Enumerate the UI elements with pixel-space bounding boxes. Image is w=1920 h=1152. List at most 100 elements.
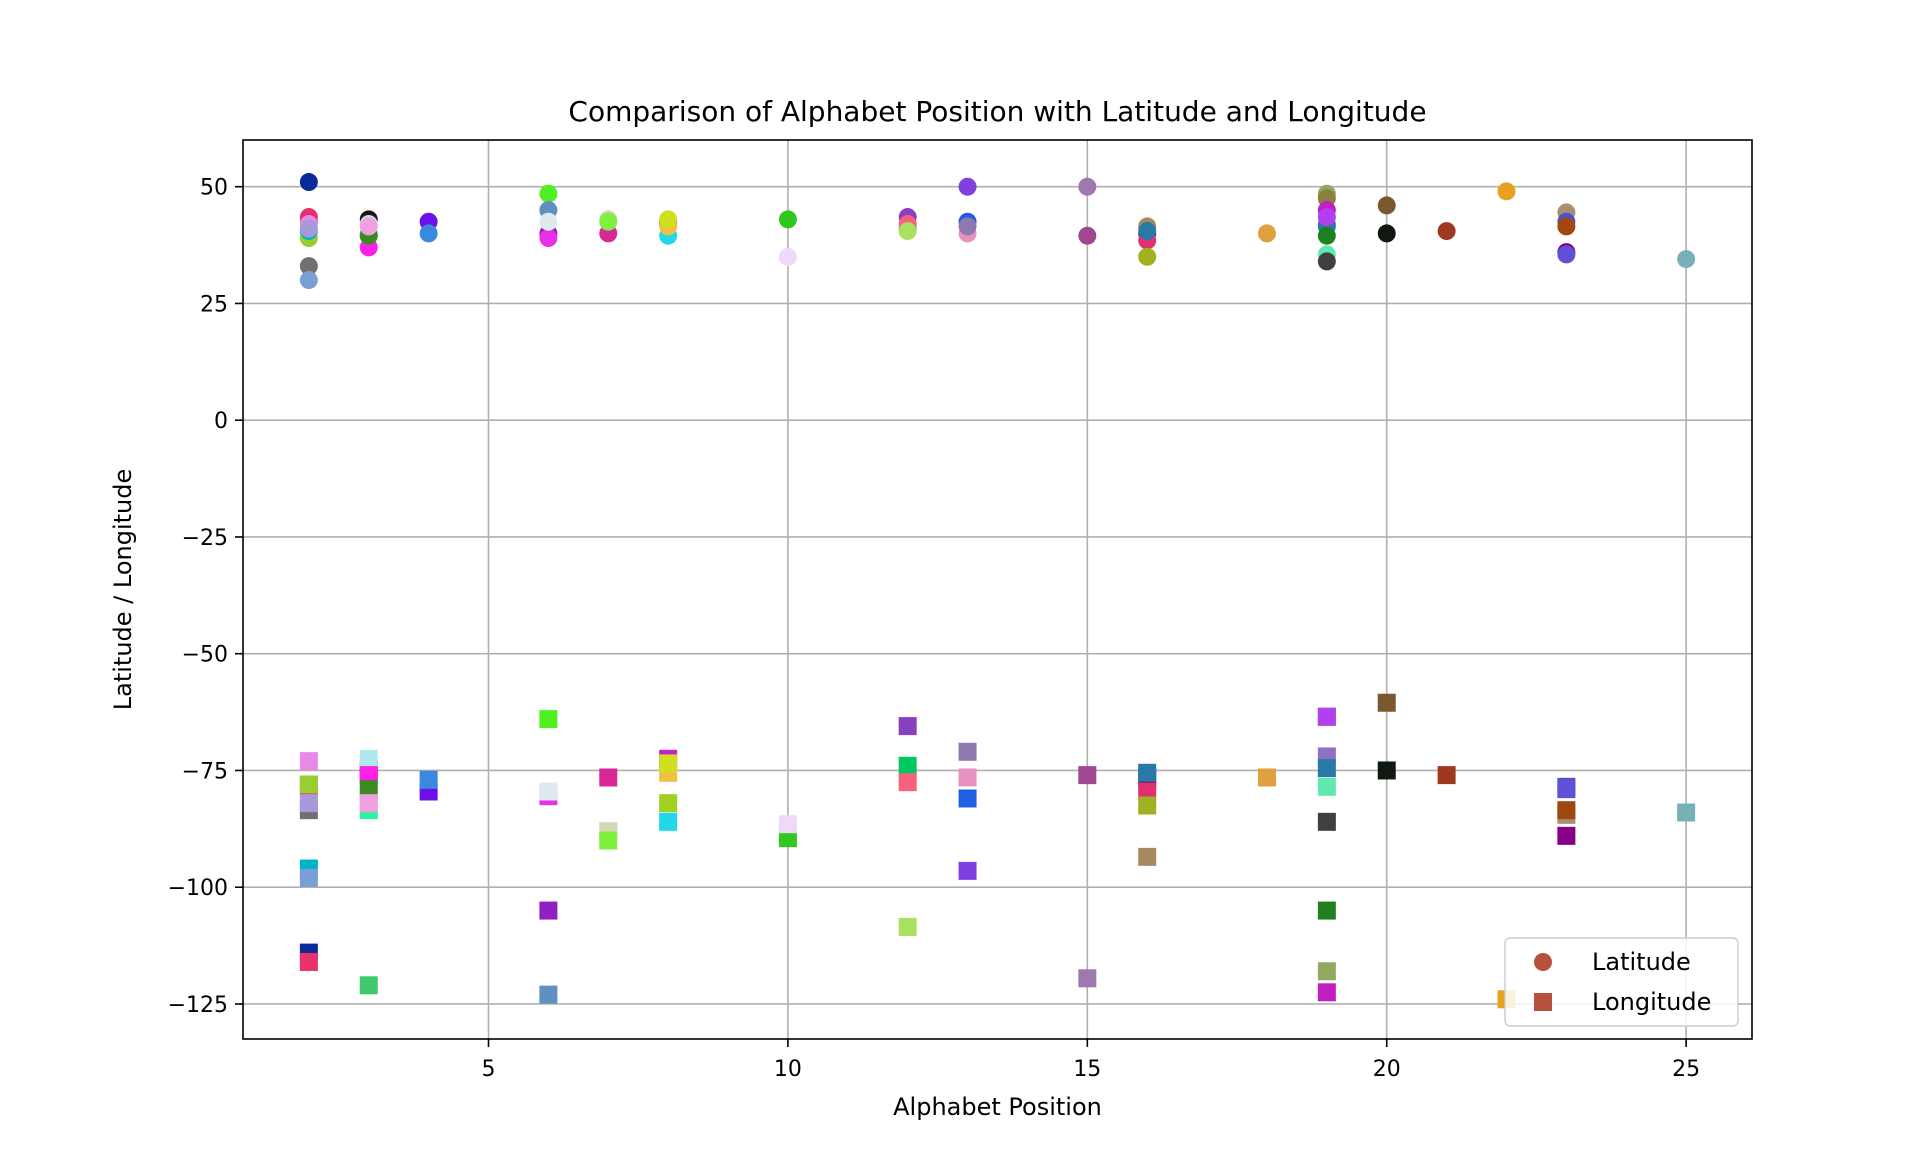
legend-label: Latitude: [1592, 948, 1691, 976]
longitude-point: [539, 901, 558, 920]
longitude-point: [539, 985, 558, 1004]
y-tick-label: −75: [182, 759, 228, 784]
longitude-point: [958, 768, 977, 787]
y-tick-label: −25: [182, 526, 228, 551]
longitude-point: [1557, 780, 1576, 799]
longitude-point: [659, 812, 678, 831]
latitude-point: [958, 177, 977, 196]
y-tick-label: 0: [214, 409, 228, 434]
legend-label: Longitude: [1592, 988, 1711, 1016]
latitude-point: [1317, 226, 1336, 245]
longitude-point: [778, 815, 797, 834]
latitude-point: [1138, 247, 1157, 266]
chart-title: Comparison of Alphabet Position with Lat…: [568, 95, 1426, 128]
x-tick-label: 5: [482, 1057, 496, 1082]
longitude-point: [958, 789, 977, 808]
latitude-point: [1317, 252, 1336, 271]
longitude-point: [1677, 803, 1696, 822]
longitude-point: [539, 782, 558, 801]
latitude-point: [778, 247, 797, 266]
longitude-point: [359, 766, 378, 785]
longitude-point: [1317, 777, 1336, 796]
grid-lines: [243, 140, 1752, 1039]
y-tick-label: 25: [200, 292, 228, 317]
latitude-point: [539, 229, 558, 248]
latitude-point: [1557, 217, 1576, 236]
longitude-point: [1138, 763, 1157, 782]
axis-ticks: 5 10 15 20 25 50 25 0 −25 −50 −75 −100 −125: [168, 176, 1701, 1082]
longitude-point: [1138, 782, 1157, 801]
longitude-point: [1317, 962, 1336, 981]
x-tick-label: 25: [1672, 1057, 1700, 1082]
longitude-point: [299, 752, 318, 771]
latitude-point: [1078, 177, 1097, 196]
longitude-point: [1317, 707, 1336, 726]
longitude-point: [359, 780, 378, 799]
latitude-point: [1317, 208, 1336, 227]
longitude-point: [1078, 766, 1097, 785]
longitude-point: [359, 794, 378, 813]
latitude-point: [539, 212, 558, 231]
latitude-point: [1138, 222, 1157, 241]
longitude-point: [599, 768, 618, 787]
longitude-point: [359, 749, 378, 768]
y-tick-label: −50: [182, 643, 228, 668]
longitude-point: [299, 868, 318, 887]
x-tick-label: 10: [774, 1057, 802, 1082]
longitude-point: [1557, 826, 1576, 845]
longitude-point: [1138, 796, 1157, 815]
latitude-point: [299, 219, 318, 238]
longitude-point: [1317, 759, 1336, 778]
latitude-point: [898, 222, 917, 241]
legend-box: [1504, 937, 1739, 1027]
longitude-point: [1078, 969, 1097, 988]
longitude-point: [898, 717, 917, 736]
longitude-point: [539, 710, 558, 729]
plot-frame: [242, 139, 1753, 1040]
latitude-point: [299, 257, 318, 276]
latitude-point: [1078, 226, 1097, 245]
longitude-point: [898, 756, 917, 775]
x-axis-label: Alphabet Position: [893, 1093, 1102, 1121]
longitude-point: [778, 829, 797, 848]
latitude-point: [299, 271, 318, 290]
y-tick-label: −100: [168, 876, 228, 901]
y-tick-label: 50: [200, 176, 228, 201]
longitude-point: [1377, 693, 1396, 712]
latitude-point: [599, 212, 618, 231]
x-tick-label: 15: [1073, 1057, 1101, 1082]
longitude-point: [659, 794, 678, 813]
longitude-point: [898, 917, 917, 936]
longitude-point: [958, 742, 977, 761]
latitude-point: [359, 217, 378, 236]
longitude-point: [1437, 766, 1456, 785]
legend: Latitude Longitude: [1504, 937, 1739, 1027]
latitude-point: [958, 217, 977, 236]
longitude-point: [419, 770, 438, 789]
longitude-point: [659, 754, 678, 773]
latitude-point: [659, 210, 678, 229]
longitude-point: [958, 861, 977, 880]
longitude-point: [599, 831, 618, 850]
longitude-point: [1557, 801, 1576, 820]
longitude-point: [1317, 983, 1336, 1002]
latitude-point: [1257, 224, 1276, 243]
y-tick-label: −125: [168, 993, 228, 1018]
longitude-point: [1257, 768, 1276, 787]
longitude-point: [1138, 847, 1157, 866]
latitude-point: [299, 173, 318, 192]
latitude-point: [419, 224, 438, 243]
latitude-point: [539, 184, 558, 203]
x-tick-label: 20: [1373, 1057, 1401, 1082]
latitude-point: [778, 210, 797, 229]
longitude-point: [359, 976, 378, 995]
legend-circle-marker: [1534, 953, 1552, 971]
latitude-point: [1377, 196, 1396, 215]
latitude-point: [1497, 182, 1516, 201]
longitude-point: [299, 775, 318, 794]
longitude-point: [1317, 812, 1336, 831]
latitude-point: [1437, 222, 1456, 241]
longitude-point: [898, 773, 917, 792]
latitude-point: [1677, 250, 1696, 269]
